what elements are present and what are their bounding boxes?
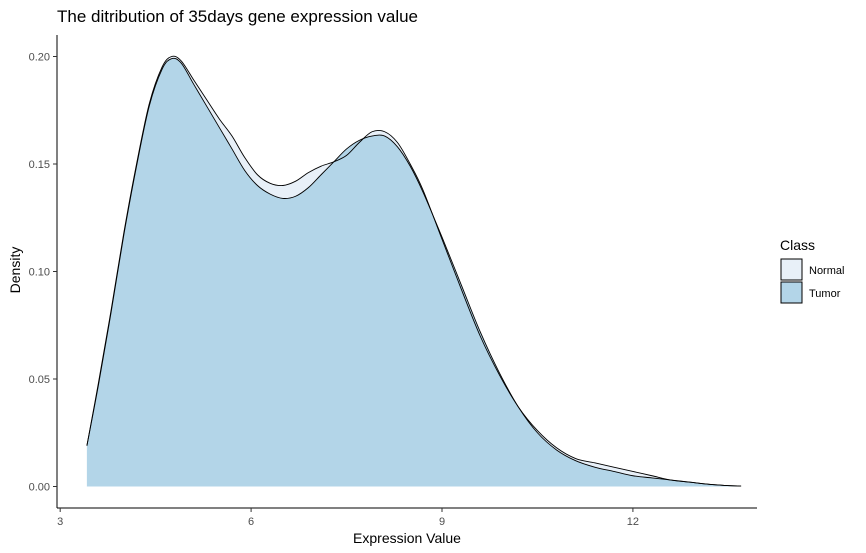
legend-swatch-tumor bbox=[780, 281, 803, 304]
x-tick-label: 12 bbox=[627, 516, 639, 528]
x-axis: 3 6 9 12 bbox=[57, 507, 757, 528]
y-axis: 0.00 0.05 0.10 0.15 0.20 bbox=[29, 35, 58, 508]
legend-swatch-normal bbox=[780, 258, 803, 281]
legend-label-normal: Normal bbox=[809, 265, 844, 277]
x-axis-title: Expression Value bbox=[353, 530, 461, 546]
y-tick-label: 0.15 bbox=[29, 159, 50, 171]
y-tick-label: 0.10 bbox=[29, 267, 50, 279]
legend-label-tumor: Tumor bbox=[809, 288, 841, 300]
density-curve-normal bbox=[86, 55, 742, 487]
y-tick-label: 0.05 bbox=[29, 374, 50, 386]
plot-area bbox=[86, 55, 742, 487]
legend: Class Normal Tumor bbox=[780, 237, 844, 304]
legend-title: Class bbox=[780, 237, 815, 253]
density-curve-tumor bbox=[86, 57, 742, 487]
x-tick-label: 9 bbox=[439, 516, 445, 528]
density-area-tumor bbox=[86, 58, 742, 487]
x-tick-label: 3 bbox=[57, 516, 63, 528]
y-tick-label: 0.20 bbox=[29, 52, 50, 64]
y-axis-title: Density bbox=[7, 247, 23, 294]
y-tick-label: 0.00 bbox=[29, 482, 50, 494]
x-tick-label: 6 bbox=[248, 516, 254, 528]
chart-title: The ditribution of 35days gene expressio… bbox=[57, 7, 418, 26]
